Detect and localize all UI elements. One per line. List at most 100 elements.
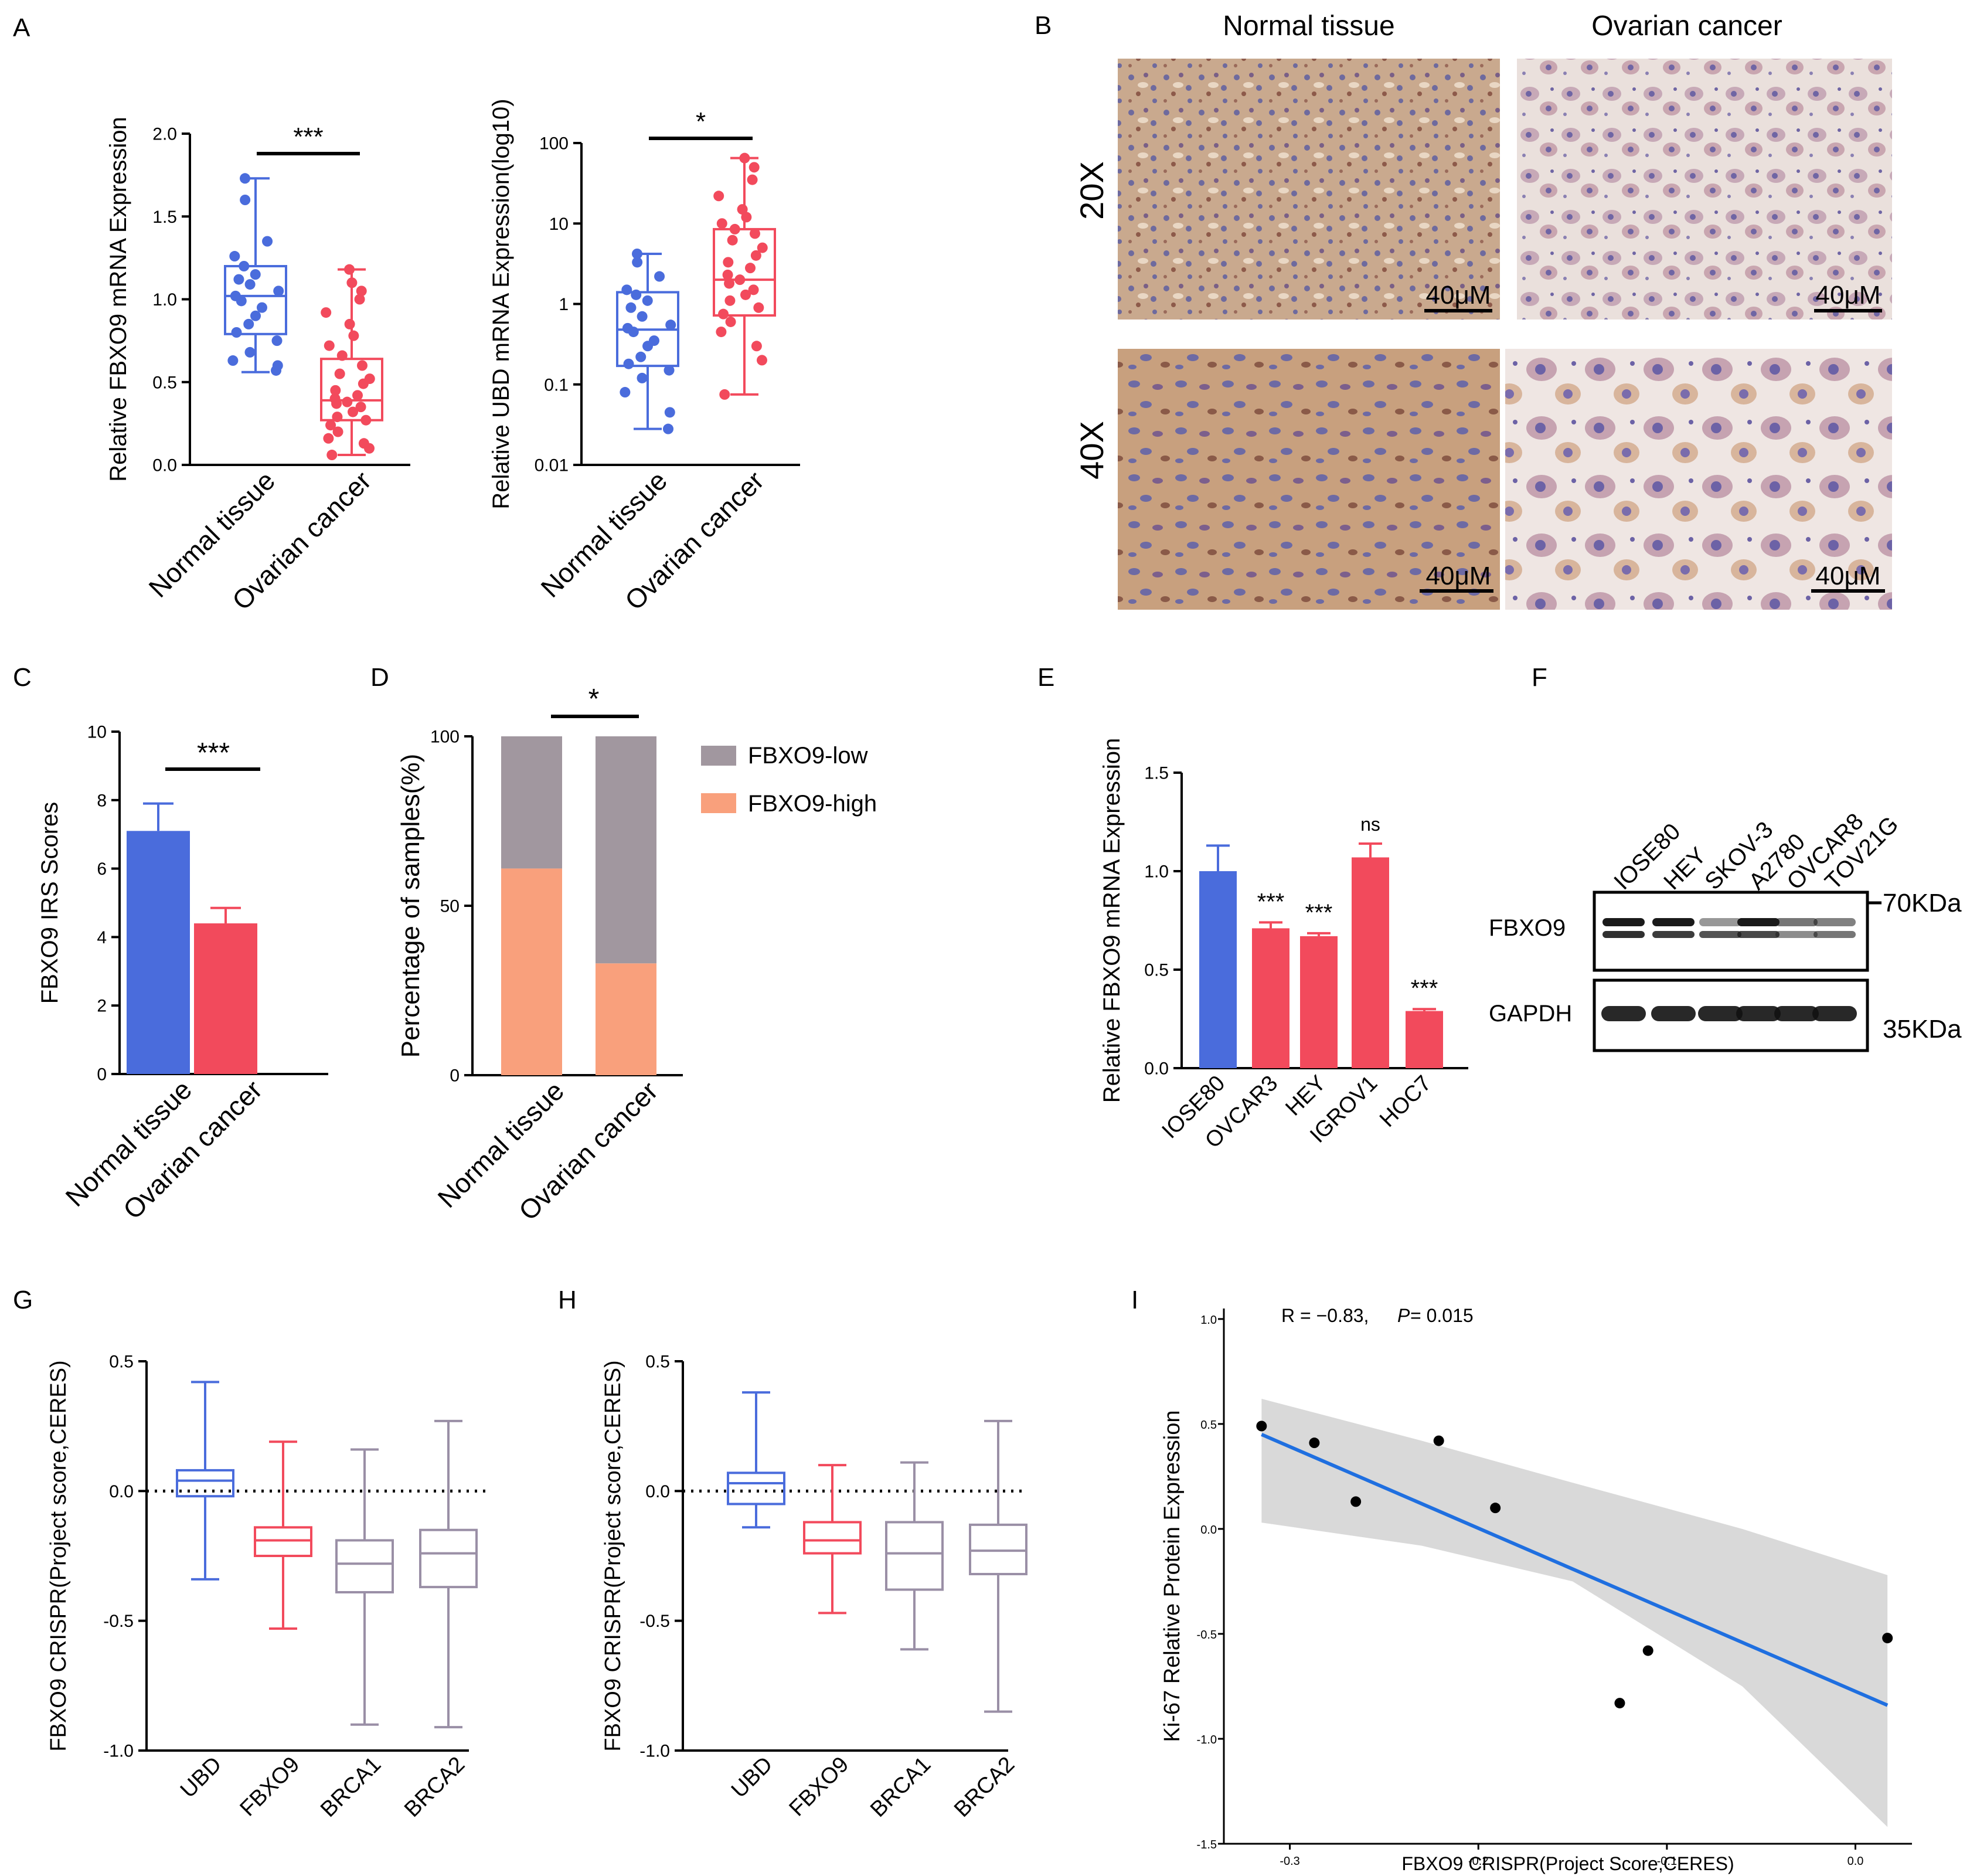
y-tick-label: 10 [549, 215, 569, 234]
data-point [348, 406, 359, 417]
legend-label-low: FBXO9-low [748, 743, 868, 769]
data-point [664, 407, 675, 418]
data-point [757, 242, 768, 253]
box [713, 227, 776, 317]
band-gapdh [1812, 1006, 1857, 1021]
data-point [348, 330, 359, 341]
data-point [1490, 1503, 1501, 1514]
data-point [756, 355, 767, 366]
bar-segment-high [501, 868, 562, 1075]
data-point [749, 228, 760, 239]
confidence-band [1261, 1398, 1888, 1827]
data-point [332, 426, 343, 437]
significance-label: *** [1411, 976, 1438, 1001]
bar [1300, 936, 1338, 1068]
bar [1406, 1011, 1443, 1068]
band-gapdh [1698, 1006, 1743, 1021]
data-point [750, 250, 761, 261]
y-tick-label: 1.0 [1144, 862, 1169, 882]
annotation-r: R = −0.83, [1281, 1305, 1369, 1326]
data-point [354, 294, 365, 305]
y-axis-title: FBXO9 IRS Scores [37, 802, 63, 1004]
y-tick-label: 2 [97, 997, 107, 1016]
significance-label: *** [1257, 889, 1285, 915]
y-axis-title: Percentage of samples(%) [396, 754, 425, 1058]
y-axis-title: Relative UBD mRNA Expression(log10) [488, 98, 514, 509]
data-point [262, 236, 273, 247]
data-point [346, 277, 358, 288]
x-category-label: BRCA2 [950, 1752, 1019, 1822]
band-fbxo9 [1737, 918, 1780, 926]
data-point [358, 438, 369, 449]
bar [1252, 928, 1289, 1068]
bar [127, 831, 190, 1074]
significance-label: * [696, 107, 706, 136]
x-category-label: BRCA1 [316, 1752, 386, 1822]
data-point [632, 257, 643, 268]
y-tick-label: 0 [450, 1066, 460, 1086]
data-point [326, 450, 338, 461]
panel-letter-i: I [1131, 1286, 1138, 1314]
panel-letter-c: C [13, 663, 32, 692]
y-tick-label: 0.1 [544, 375, 569, 395]
y-tick-label: 1.0 [152, 290, 177, 310]
data-point [748, 284, 759, 295]
data-point [722, 269, 733, 280]
data-point [637, 372, 648, 383]
data-point [332, 412, 343, 423]
significance-label: *** [1305, 900, 1333, 926]
data-point [244, 279, 256, 290]
data-point [330, 385, 341, 396]
data-point [725, 316, 736, 327]
y-tick-label: 1.0 [1200, 1314, 1217, 1327]
ihc-panel: Normal tissue Ovarian cancer 20X 40X 40μ… [1073, 11, 1892, 610]
y-axis-title: Relative FBXO9 mRNA Expression [1099, 738, 1125, 1103]
y-tick-label: 0.0 [1144, 1059, 1169, 1079]
y-tick-label: 0.0 [109, 1482, 134, 1501]
data-point [336, 350, 348, 361]
y-tick-label: 0.5 [1200, 1419, 1217, 1432]
significance-label: ns [1360, 814, 1380, 835]
data-point [648, 335, 659, 346]
ihc-row-title-20x: 20X [1073, 161, 1110, 220]
data-point [329, 393, 341, 404]
y-axis-title: Relative FBXO9 mRNA Expression [106, 117, 131, 481]
band-fbxo9 [1602, 918, 1645, 926]
data-point [240, 173, 251, 184]
data-point [233, 274, 244, 285]
data-point [334, 368, 345, 379]
y-tick-label: -1.0 [639, 1742, 670, 1761]
y-axis-title: Ki-67 Relative Protein Expression [1160, 1410, 1185, 1742]
chart-crispr-g: -1.0 -0.5 0.0 0.5 FBXO9 CRISPR(Project score… [46, 1352, 486, 1822]
x-category-label: BRCA2 [400, 1752, 469, 1822]
data-point [716, 218, 727, 229]
data-point [741, 212, 752, 223]
band-fbxo9 [1602, 931, 1645, 938]
data-point [229, 251, 240, 262]
x-tick-label: -0.2 [1468, 1855, 1488, 1868]
western-blot: IOSE80 HEY SKOV-3 A2780 OVCAR8 TOV21G FB… [1489, 808, 1962, 1052]
bar [1199, 871, 1237, 1068]
data-point [273, 286, 284, 297]
x-category-label: UBD [176, 1752, 226, 1803]
box [320, 358, 383, 422]
band-fbxo9 [1652, 931, 1695, 938]
ihc-image-cancer-40x [1505, 349, 1892, 610]
box [803, 1521, 862, 1555]
data-point [734, 274, 746, 286]
data-point [271, 335, 283, 346]
data-point [1882, 1633, 1893, 1644]
ihc-image-normal-40x [1118, 349, 1500, 610]
data-point [250, 269, 261, 280]
y-tick-label: -1.5 [1197, 1838, 1217, 1851]
data-point [622, 322, 633, 334]
data-point [342, 396, 353, 407]
band-fbxo9 [1652, 918, 1695, 926]
panel-letter-f: F [1532, 663, 1547, 692]
data-point [737, 204, 748, 215]
y-tick-label: 1.5 [1144, 764, 1169, 783]
data-point [724, 278, 735, 289]
data-point [355, 402, 366, 413]
data-point [352, 390, 363, 401]
